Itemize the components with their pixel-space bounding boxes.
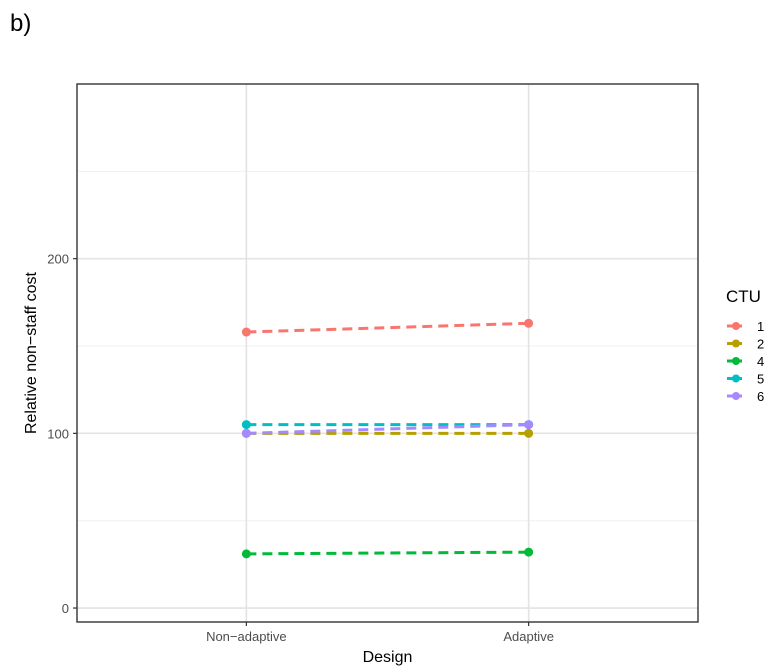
grid — [77, 84, 698, 622]
legend-key-point-ctu-5 — [732, 374, 740, 383]
data-point-ctu-6 — [524, 420, 534, 430]
legend-key-point-ctu-6 — [732, 392, 740, 400]
y-tick-label: 100 — [47, 426, 69, 441]
series-layer — [241, 318, 534, 559]
y-tick-label: 0 — [62, 601, 69, 616]
legend-key-point-ctu-1 — [732, 322, 740, 330]
data-point-ctu-2 — [524, 428, 534, 438]
y-axis-title: Relative non−staff cost — [23, 271, 40, 434]
plot-panel-border — [76, 83, 699, 623]
legend-label-ctu-5: 5 — [757, 372, 764, 387]
series-line-ctu-1 — [246, 321, 529, 334]
series-line-ctu-6 — [246, 423, 529, 435]
legend-key-point-ctu-2 — [732, 339, 740, 348]
data-point-ctu-6 — [241, 428, 251, 438]
legend-label-ctu-2: 2 — [757, 337, 764, 352]
data-point-ctu-4 — [241, 549, 251, 559]
legend-key-point-ctu-4 — [732, 357, 740, 365]
data-point-ctu-4 — [524, 547, 534, 557]
x-axis-title: Design — [363, 649, 413, 666]
legend-label-ctu-4: 4 — [757, 354, 764, 369]
legend-label-ctu-6: 6 — [757, 389, 764, 404]
x-tick-label: Non−adaptive — [206, 629, 287, 644]
x-tick-label: Adaptive — [503, 629, 554, 644]
legend-label-ctu-1: 1 — [757, 319, 764, 334]
axes: 0 100 200 Non−adaptive Adaptive — [47, 252, 554, 644]
data-point-ctu-1 — [241, 327, 251, 337]
legend-title: CTU — [726, 287, 761, 306]
panel-label: b) — [10, 10, 32, 37]
data-point-ctu-5 — [241, 420, 251, 430]
series-line-ctu-4 — [246, 550, 529, 556]
data-point-ctu-1 — [524, 318, 534, 328]
legend: CTU 1 2 4 5 6 — [726, 287, 764, 404]
y-tick-label: 200 — [47, 252, 69, 267]
